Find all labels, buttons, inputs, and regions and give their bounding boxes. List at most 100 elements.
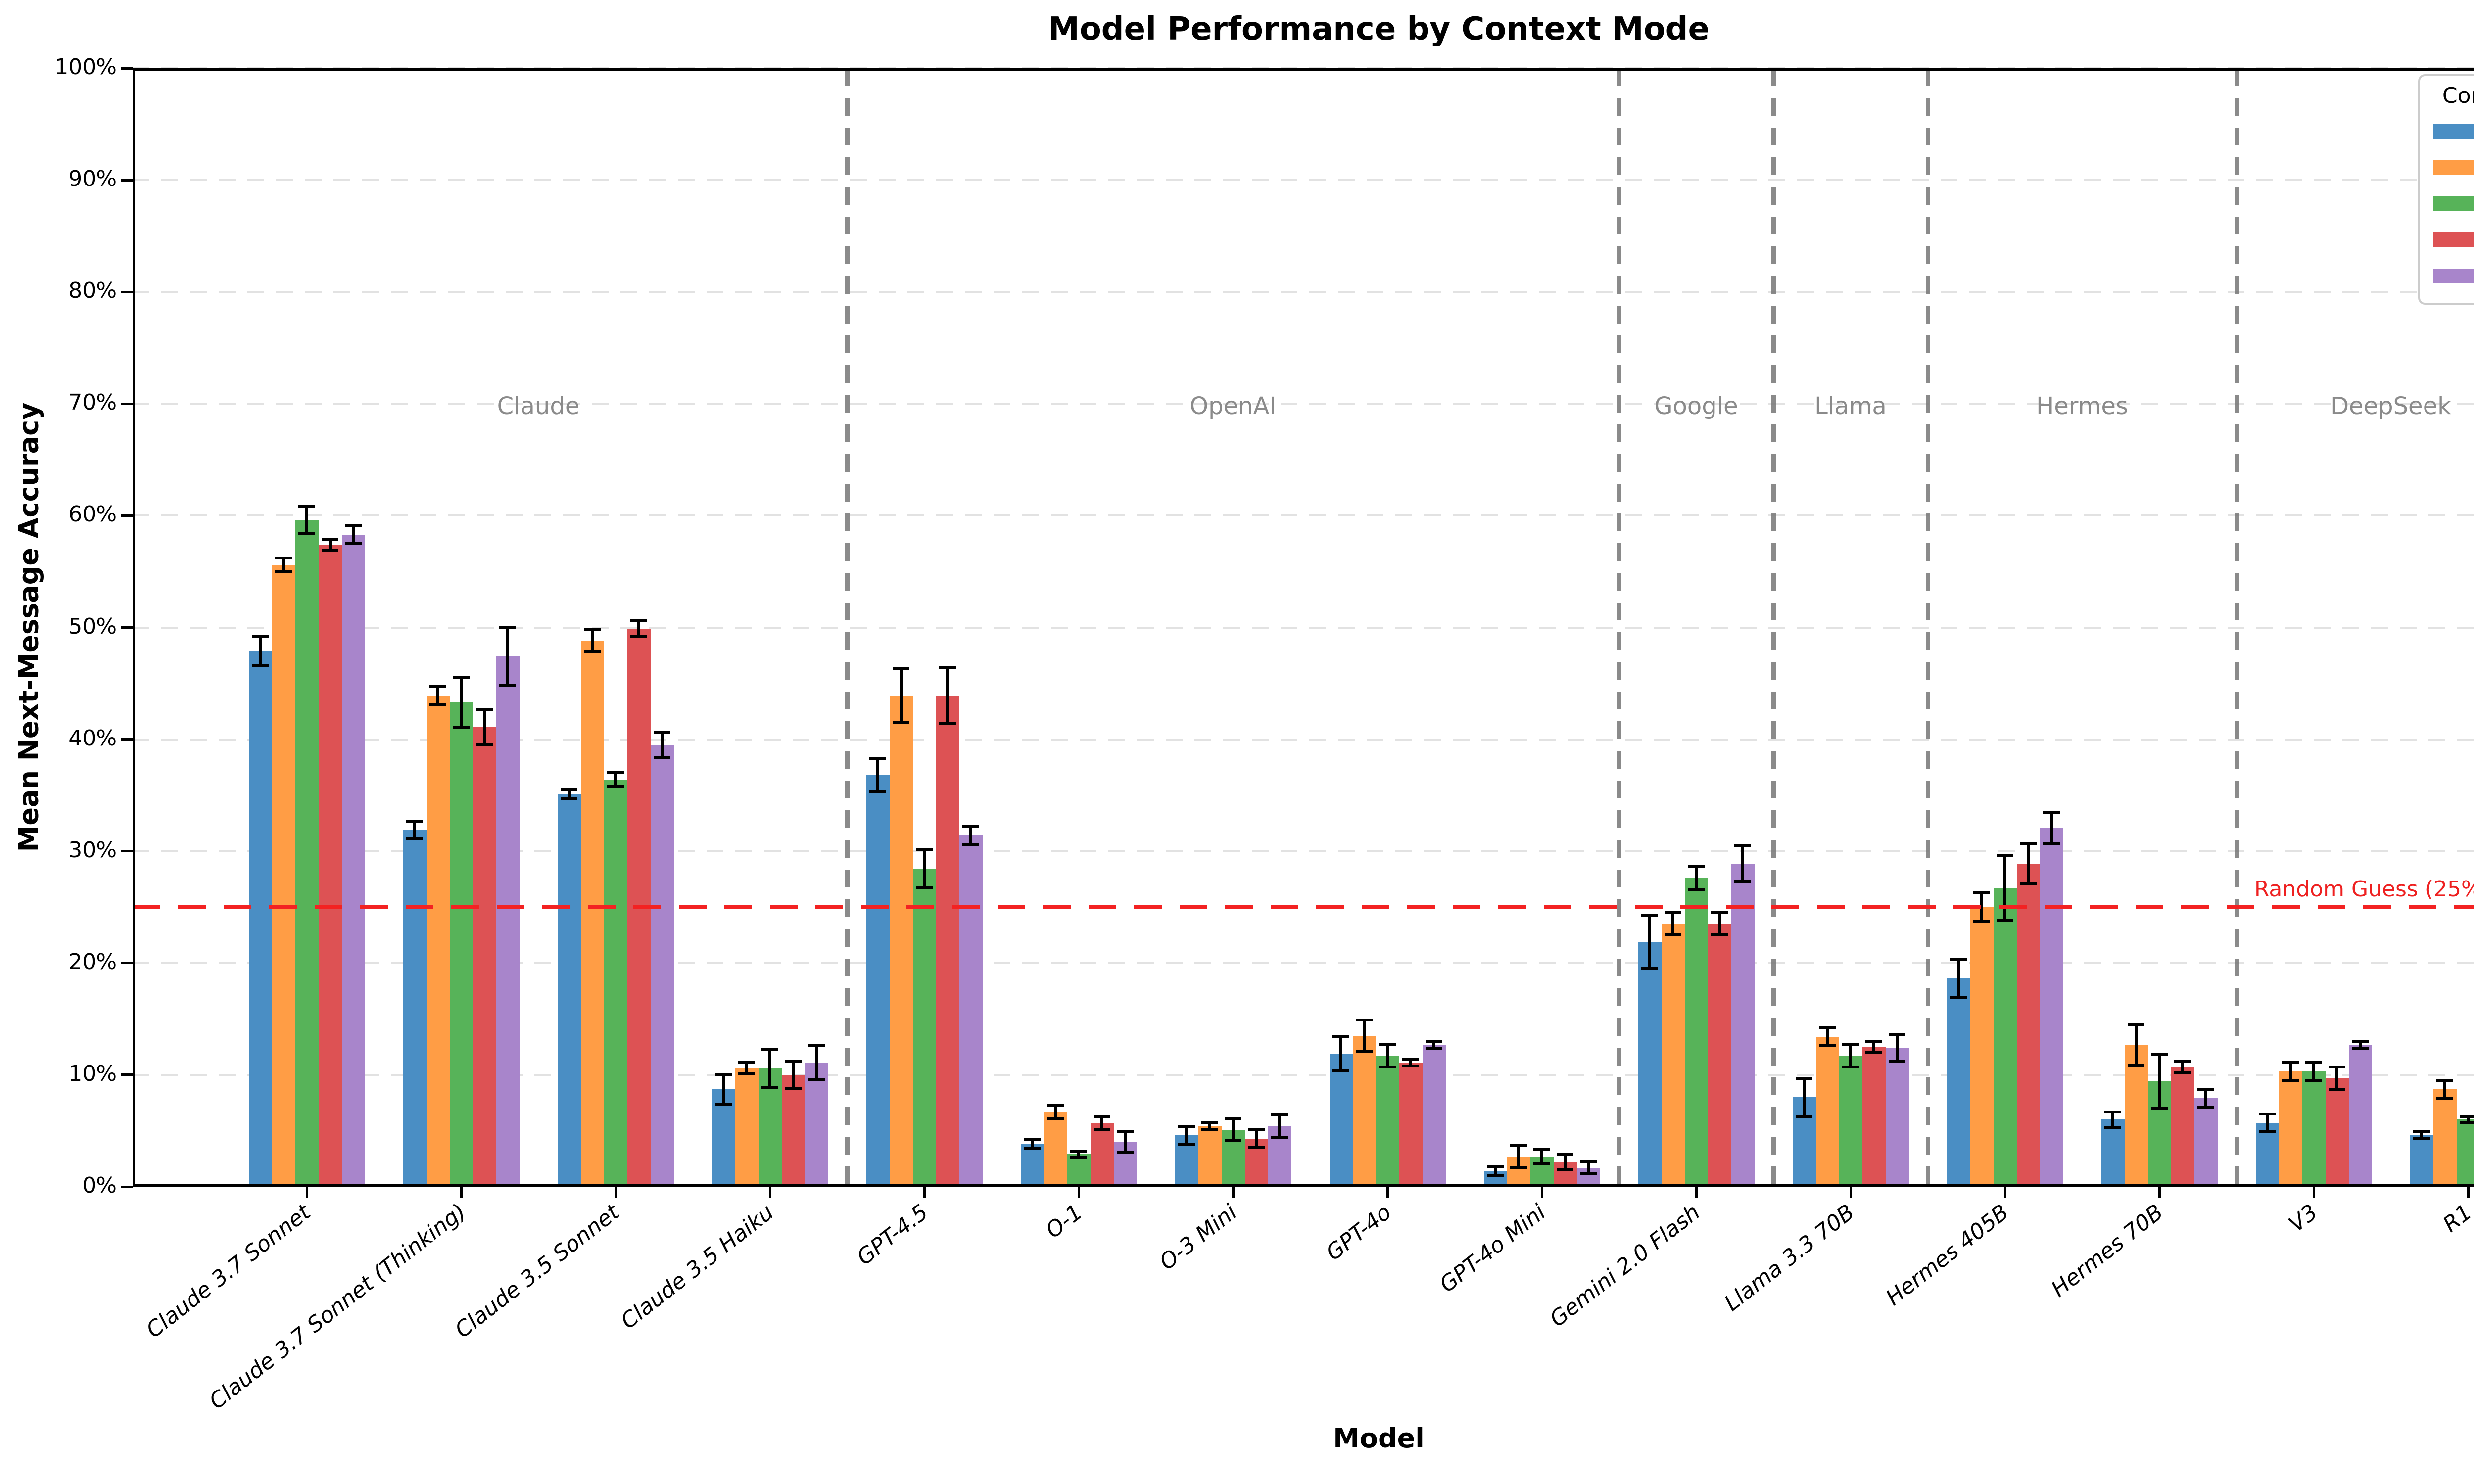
legend-swatch	[2433, 124, 2474, 139]
error-bar	[2204, 1089, 2207, 1108]
error-bar	[745, 1063, 748, 1074]
x-tick-label: Claude 3.7 Sonnet	[142, 1200, 316, 1343]
group-label-Google: Google	[1654, 392, 1738, 420]
error-bar	[329, 539, 332, 551]
error-bar	[1671, 913, 1674, 935]
error-bar-cap	[2128, 1063, 2144, 1067]
group-separator	[845, 68, 850, 1187]
legend-entry-No Context: No Context	[2420, 113, 2474, 149]
bar-Gemini 2.0 Flash-50 Summary	[1684, 878, 1708, 1187]
bottom-spine	[133, 1184, 2474, 1187]
error-bar-cap	[275, 570, 292, 573]
x-tick-mark	[1386, 1187, 1389, 1198]
group-separator	[1617, 68, 1621, 1187]
bar-O-1-50 Summary	[1067, 1154, 1091, 1187]
error-bar-cap	[715, 1102, 732, 1106]
error-bar	[591, 630, 594, 652]
error-bar-cap	[939, 722, 956, 725]
error-bar-cap	[1819, 1044, 1836, 1048]
error-bar-cap	[345, 542, 362, 545]
error-bar-cap	[715, 1073, 732, 1076]
y-tick-label: 10%	[68, 1061, 117, 1086]
error-bar-cap	[630, 619, 647, 622]
error-bar	[1957, 960, 1960, 998]
error-bar	[1339, 1037, 1342, 1070]
y-tick-mark	[121, 179, 133, 182]
error-bar-cap	[453, 725, 470, 729]
error-bar	[2050, 812, 2053, 843]
y-tick-label: 50%	[68, 613, 117, 639]
error-bar-cap	[1557, 1168, 1573, 1172]
error-bar-cap	[1047, 1103, 1064, 1107]
error-bar-cap	[2128, 1023, 2144, 1026]
group-label-Hermes: Hermes	[2036, 392, 2128, 420]
x-tick-mark	[460, 1187, 463, 1198]
error-bar-cap	[1997, 919, 2013, 922]
error-bar	[2335, 1067, 2338, 1090]
error-bar	[1232, 1118, 1235, 1141]
y-tick-label: 90%	[68, 166, 117, 192]
x-tick-label: Claude 3.7 Sonnet (Thinking)	[204, 1199, 471, 1415]
error-bar	[460, 678, 463, 727]
error-bar-cap	[1271, 1113, 1288, 1117]
left-spine	[133, 68, 135, 1187]
error-bar	[1255, 1129, 1258, 1148]
x-tick-label: V3	[2284, 1200, 2323, 1237]
x-tick-mark	[2003, 1187, 2006, 1198]
error-bar-cap	[322, 537, 338, 541]
error-bar-cap	[453, 676, 470, 680]
gridline-20	[133, 962, 2474, 964]
error-bar	[568, 789, 571, 799]
error-bar	[1872, 1041, 1875, 1053]
error-bar-cap	[2436, 1079, 2453, 1082]
gridline-10	[133, 1073, 2474, 1076]
error-bar	[483, 709, 486, 745]
error-bar-cap	[1819, 1026, 1836, 1029]
error-bar-cap	[1889, 1060, 1905, 1063]
error-bar-cap	[738, 1072, 755, 1075]
error-bar-cap	[499, 684, 516, 688]
x-tick-label: Claude 3.5 Haiku	[616, 1200, 779, 1334]
bar-Claude 3.7 Sonnet (Thinking)-100 Raw	[473, 727, 496, 1187]
error-bar-cap	[1533, 1148, 1550, 1152]
error-bar	[1185, 1126, 1188, 1145]
error-bar-cap	[939, 666, 956, 669]
error-bar	[2181, 1061, 2184, 1073]
error-bar	[946, 667, 949, 724]
error-bar-cap	[2305, 1079, 2322, 1082]
legend-entry-100 Summary: 100 Summary	[2420, 258, 2474, 294]
error-bar-cap	[252, 664, 269, 667]
error-bar-cap	[1047, 1117, 1064, 1120]
x-tick-mark	[614, 1187, 617, 1198]
bar-Claude 3.5 Haiku-No Context	[712, 1089, 735, 1187]
error-bar-cap	[2352, 1046, 2369, 1050]
bar-Gemini 2.0 Flash-50 Raw	[1661, 924, 1685, 1187]
error-bar-cap	[654, 755, 670, 759]
bar-O-1-50 Raw	[1044, 1112, 1067, 1187]
error-bar	[1826, 1027, 1829, 1046]
group-label-Claude: Claude	[497, 392, 580, 420]
error-bar	[614, 773, 617, 787]
error-bar	[2266, 1114, 2269, 1132]
y-tick-mark	[121, 67, 133, 70]
x-tick-label: GPT-4o	[1321, 1200, 1396, 1266]
bar-GPT-4o-100 Summary	[1422, 1044, 1446, 1187]
x-tick-mark	[2158, 1187, 2161, 1198]
error-bar-cap	[1225, 1117, 1241, 1120]
bar-Llama 3.3 70B-100 Summary	[1885, 1048, 1909, 1187]
error-bar-cap	[1580, 1160, 1597, 1164]
bar-V3-100 Summary	[2348, 1044, 2372, 1187]
error-bar	[2135, 1024, 2138, 1065]
error-bar-cap	[1426, 1040, 1442, 1043]
bar-Claude 3.7 Sonnet (Thinking)-No Context	[403, 830, 427, 1187]
bar-Hermes 405B-50 Summary	[1993, 888, 2017, 1187]
error-bar-cap	[1356, 1019, 1373, 1022]
error-bar	[2027, 843, 2030, 884]
x-tick-label: Gemini 2.0 Flash	[1545, 1200, 1705, 1332]
error-bar	[969, 826, 972, 845]
bar-Claude 3.5 Haiku-100 Raw	[781, 1074, 805, 1187]
error-bar	[305, 507, 308, 534]
error-bar-cap	[1973, 891, 1990, 894]
bar-Llama 3.3 70B-100 Raw	[1862, 1047, 1886, 1187]
bar-Llama 3.3 70B-50 Summary	[1839, 1056, 1862, 1187]
